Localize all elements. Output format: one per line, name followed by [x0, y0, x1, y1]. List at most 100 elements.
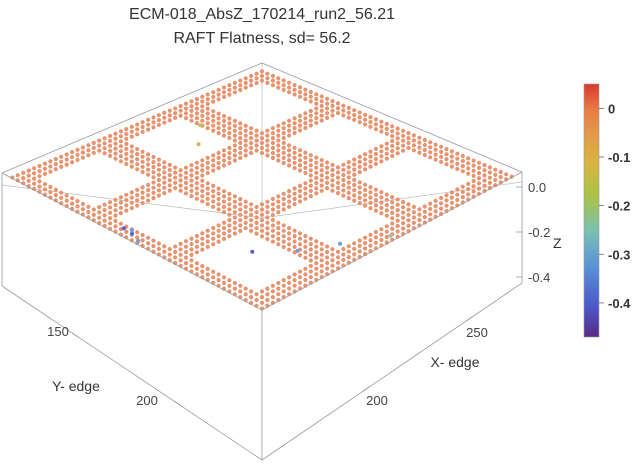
- data-point: [352, 177, 357, 182]
- data-point: [270, 196, 275, 202]
- data-point: [297, 188, 303, 194]
- data-point: [211, 99, 216, 104]
- colorbar-tick-label: 0: [608, 101, 615, 116]
- data-point: [183, 239, 189, 244]
- data-point: [319, 168, 324, 173]
- data-point: [118, 149, 123, 154]
- data-point: [281, 150, 286, 155]
- data-point: [314, 191, 319, 196]
- data-point: [173, 244, 178, 249]
- data-point: [238, 207, 243, 212]
- data-point: [297, 168, 303, 173]
- data-point: [173, 186, 178, 191]
- data-point: [411, 215, 416, 220]
- data-point: [433, 157, 438, 162]
- data-point: [216, 234, 221, 239]
- data-point: [417, 217, 422, 223]
- data-point: [129, 164, 134, 169]
- data-point: [455, 166, 460, 171]
- y-tick-label: 200: [136, 393, 158, 408]
- y-axis: 150 200 Y- edge: [47, 324, 181, 408]
- data-point: [308, 94, 313, 99]
- data-point: [167, 167, 172, 173]
- data-point: [259, 78, 265, 83]
- data-point: [308, 89, 313, 95]
- data-point: [129, 206, 134, 211]
- data-point: [254, 231, 259, 236]
- data-point: [156, 188, 161, 193]
- data-point: [221, 194, 227, 199]
- data-point: [124, 197, 129, 203]
- data-point: [178, 178, 183, 183]
- data-point: [433, 204, 438, 209]
- data-point: [113, 213, 118, 218]
- box-edge-top-left: [1, 62, 263, 174]
- data-point: [243, 204, 248, 209]
- data-point: [292, 278, 297, 283]
- data-point: [363, 162, 368, 167]
- data-point: [221, 114, 227, 119]
- data-point: [287, 242, 292, 247]
- data-point: [21, 170, 26, 175]
- data-point: [411, 133, 416, 138]
- data-point: [227, 135, 232, 141]
- data-point: [444, 147, 449, 152]
- data-point: [183, 180, 189, 186]
- data-point: [118, 205, 123, 210]
- data-point: [113, 151, 118, 156]
- data-point: [167, 188, 172, 193]
- data-point: [314, 272, 319, 277]
- data-point: [48, 159, 53, 164]
- data-point: [227, 202, 232, 207]
- data-point: [216, 131, 221, 136]
- data-point: [303, 250, 308, 255]
- data-point: [504, 177, 509, 182]
- data-point: [221, 275, 227, 280]
- data-point: [270, 73, 275, 79]
- data-point: [243, 76, 248, 81]
- data-point: [276, 292, 281, 297]
- data-point: [80, 145, 85, 150]
- data-point: [200, 178, 205, 183]
- data-point: [368, 243, 373, 248]
- data-point: [314, 181, 319, 186]
- data-point: [265, 286, 270, 291]
- data-point: [205, 116, 210, 121]
- data-point: [140, 164, 145, 169]
- data-point: [346, 196, 351, 201]
- data-point: [162, 160, 167, 165]
- data-point: [243, 226, 248, 231]
- data-point: [395, 223, 400, 229]
- data-point: [395, 197, 400, 202]
- data-point: [238, 126, 243, 131]
- data-point: [373, 229, 378, 235]
- data-point: [487, 170, 492, 175]
- data-point: [314, 106, 319, 111]
- data-point: [59, 195, 64, 200]
- data-point: [411, 204, 416, 209]
- data-point: [460, 153, 465, 159]
- data-point: [200, 94, 205, 99]
- data-point: [75, 204, 80, 209]
- data-point: [303, 196, 308, 201]
- data-point: [314, 261, 319, 266]
- data-point: [108, 133, 113, 139]
- data-point: [460, 169, 465, 174]
- data-point: [140, 154, 145, 159]
- data-point: [194, 160, 199, 165]
- data-point: [319, 247, 324, 252]
- data-point: [406, 202, 411, 207]
- data-point: [162, 165, 167, 170]
- data-point: [417, 150, 422, 155]
- data-point: [205, 155, 210, 160]
- data-point: [303, 111, 308, 116]
- data-point: [162, 185, 167, 190]
- data-point: [455, 197, 460, 203]
- data-point: [449, 149, 454, 154]
- data-point: [444, 208, 449, 214]
- data-point: [325, 170, 330, 175]
- data-point: [48, 190, 53, 195]
- data-point: [319, 103, 324, 109]
- data-point: [363, 167, 368, 172]
- data-point: [297, 153, 303, 158]
